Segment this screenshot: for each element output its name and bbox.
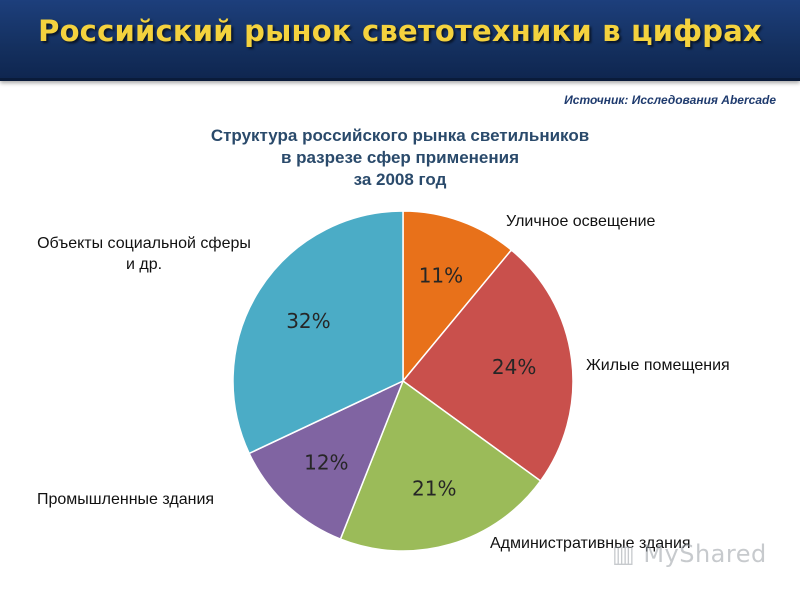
legend-label-social: Объекты социальной сферы и др. [10,233,278,275]
pie-slice-administrative [339,379,542,552]
pie-slice-social [232,210,404,455]
chart-title: Структура российского рынка светильников… [150,125,650,191]
chart-title-line-3: за 2008 год [353,170,447,189]
watermark-text: MyShared [643,540,767,568]
chart-title-line-2: в разрезе сфер применения [280,148,520,167]
title-banner: Российский рынок светотехники в цифрах [0,0,800,81]
watermark-logo: ▥ MyShared [612,540,767,568]
watermark-icon: ▥ [612,540,644,568]
legend-label-social-line-1: Объекты социальной сферы [37,235,251,252]
pie-label-residential: 24% [492,355,536,379]
pie-slice-street-lighting [402,210,513,384]
source-note: Источник: Исследования Abercade [564,93,776,107]
pie-slice-residential [401,248,574,482]
legend-label-residential: Жилые помещения [586,357,730,374]
pie-slice-industrial [248,379,405,541]
pie-label-administrative: 21% [412,477,456,501]
legend-label-administrative: Административные здания [490,535,691,552]
pie-label-social: 32% [286,309,330,333]
chart-title-line-1: Структура российского рынка светильников [210,126,590,145]
legend-label-social-line-2: и др. [125,256,163,273]
legend-label-industrial: Промышленные здания [37,491,215,508]
page-title: Российский рынок светотехники в цифрах [38,14,762,48]
pie-label-street-lighting: 11% [419,264,463,288]
legend-label-street-lighting: Уличное освещение [506,213,656,230]
pie-label-industrial: 12% [304,451,348,475]
